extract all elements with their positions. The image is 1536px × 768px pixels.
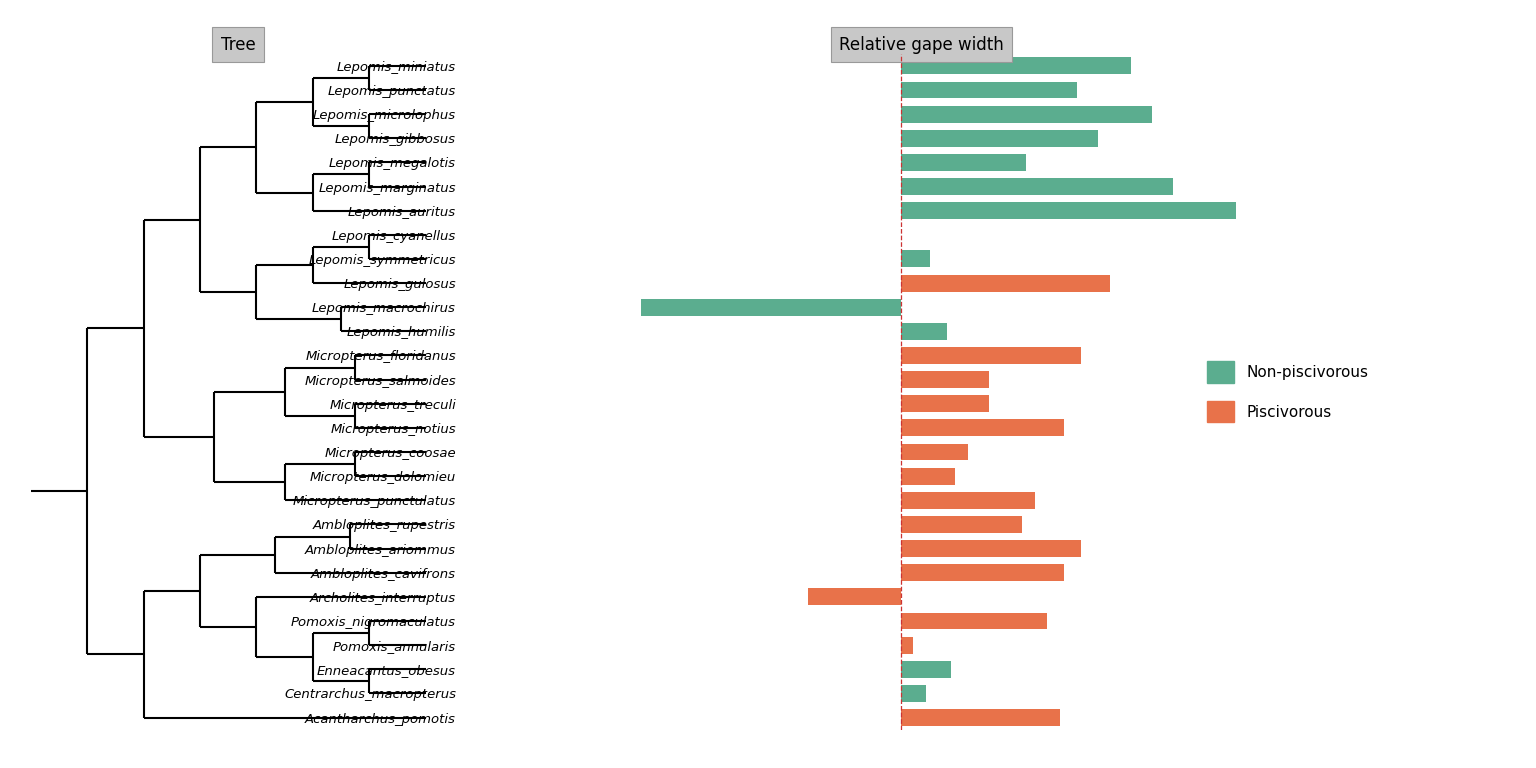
Bar xyxy=(900,396,989,412)
Bar xyxy=(900,613,1048,630)
Bar xyxy=(900,81,1077,98)
Bar xyxy=(900,564,1064,581)
Bar xyxy=(900,516,1021,533)
Bar xyxy=(900,468,955,485)
Title: Relative gape width: Relative gape width xyxy=(839,36,1005,54)
Bar xyxy=(900,660,951,677)
Bar xyxy=(900,154,1026,170)
Bar xyxy=(900,347,1081,364)
Bar xyxy=(900,275,1111,292)
Bar xyxy=(900,419,1064,436)
Bar xyxy=(900,685,926,702)
Bar xyxy=(900,637,914,654)
Bar xyxy=(900,371,989,388)
Bar xyxy=(900,540,1081,557)
Bar xyxy=(900,106,1152,123)
Bar xyxy=(900,250,929,267)
Bar xyxy=(900,178,1174,195)
Bar xyxy=(900,130,1098,147)
Bar xyxy=(900,709,1060,726)
Bar xyxy=(900,323,946,339)
Legend: Non-piscivorous, Piscivorous: Non-piscivorous, Piscivorous xyxy=(1201,355,1375,429)
Bar xyxy=(900,58,1130,74)
Bar xyxy=(900,444,968,461)
Title: Tree: Tree xyxy=(221,36,255,54)
Bar xyxy=(808,588,900,605)
Bar xyxy=(900,202,1236,219)
Bar xyxy=(641,299,900,316)
Bar xyxy=(900,492,1035,508)
